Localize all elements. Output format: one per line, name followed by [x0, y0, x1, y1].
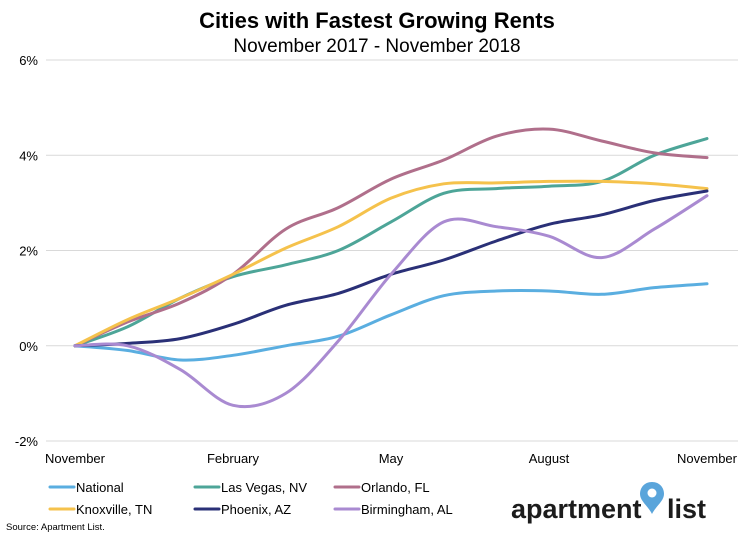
location-pin-icon [640, 482, 664, 514]
series-line-phoenix-az [73, 189, 709, 348]
chart-title: Cities with Fastest Growing Rents [199, 8, 555, 33]
source-note: Source: Apartment List. [6, 522, 105, 533]
legend-label-orlando-fl: Orlando, FL [361, 480, 430, 495]
chart-subtitle: November 2017 - November 2018 [233, 36, 520, 57]
legend-label-national: National [76, 480, 124, 495]
logo-text-list: list [667, 494, 706, 524]
legend-label-phoenix-az: Phoenix, AZ [221, 502, 291, 517]
y-tick-label: -2% [15, 434, 39, 449]
x-tick-label: May [379, 451, 404, 466]
legend-label-birmingham-al: Birmingham, AL [361, 502, 453, 517]
x-tick-label: November [45, 451, 106, 466]
x-axis-ticks: November February May August November [45, 451, 738, 466]
y-tick-label: 0% [19, 339, 38, 354]
x-tick-label: February [207, 451, 260, 466]
apartment-list-logo: apartment list [511, 482, 706, 524]
logo-text-apartment: apartment [511, 494, 642, 524]
series-lines [73, 127, 709, 409]
grid [46, 59, 738, 442]
series-line-national [73, 282, 709, 362]
y-tick-label: 6% [19, 53, 38, 68]
y-tick-label: 4% [19, 148, 38, 163]
series-line-orlando-fl [73, 127, 709, 348]
x-tick-label: November [677, 451, 738, 466]
y-axis-ticks: -2% 0% 2% 4% 6% [15, 53, 39, 449]
y-tick-label: 2% [19, 244, 38, 259]
legend-label-las-vegas-nv: Las Vegas, NV [221, 480, 307, 495]
series-line-knoxville-tn [73, 179, 709, 348]
legend: National Las Vegas, NV Orlando, FL Knoxvill… [48, 480, 453, 517]
x-tick-label: August [529, 451, 570, 466]
series-line-birmingham-al [73, 194, 709, 409]
legend-label-knoxville-tn: Knoxville, TN [76, 502, 152, 517]
